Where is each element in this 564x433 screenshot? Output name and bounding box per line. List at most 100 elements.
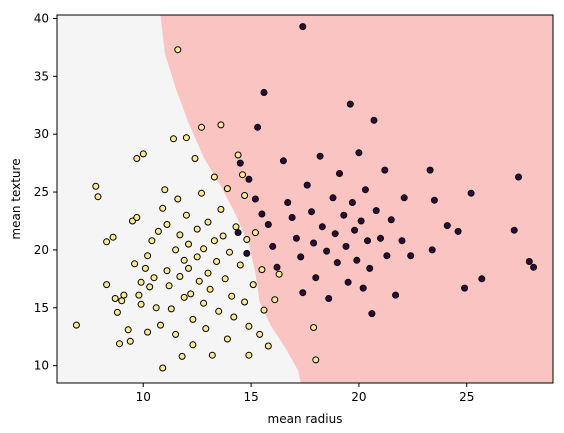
point-series-0	[157, 321, 164, 329]
point-series-0	[176, 231, 184, 239]
decision-regions	[57, 15, 553, 383]
point-series-1	[383, 252, 391, 260]
point-series-0	[103, 238, 111, 246]
point-series-0	[210, 173, 218, 181]
y-tick-label: 20	[34, 243, 49, 257]
point-series-1	[260, 89, 268, 96]
point-series-1	[400, 194, 408, 202]
point-series-1	[292, 234, 300, 242]
point-series-1	[340, 211, 348, 219]
point-series-0	[135, 291, 143, 299]
point-series-1	[357, 217, 365, 225]
point-series-1	[254, 123, 262, 131]
point-series-0	[200, 245, 208, 253]
point-series-1	[348, 199, 356, 206]
point-series-1	[381, 166, 389, 174]
point-series-0	[243, 236, 251, 243]
point-series-0	[251, 229, 259, 237]
point-series-0	[193, 225, 201, 233]
point-series-1	[329, 194, 337, 202]
point-series-1	[297, 253, 305, 261]
point-series-0	[236, 261, 244, 269]
point-series-0	[223, 185, 231, 193]
point-series-1	[344, 278, 352, 286]
point-series-0	[200, 299, 208, 307]
y-tick-label: 25	[34, 185, 49, 199]
point-series-0	[146, 283, 154, 291]
point-series-1	[346, 100, 354, 108]
y-axis-label: mean texture	[9, 158, 23, 239]
point-series-1	[316, 152, 324, 160]
point-series-0	[191, 155, 199, 162]
point-series-1	[510, 226, 518, 234]
point-series-0	[221, 275, 229, 283]
point-series-0	[150, 274, 158, 282]
point-series-1	[325, 295, 333, 302]
point-series-0	[182, 211, 190, 219]
point-series-1	[368, 310, 376, 318]
y-tick-label: 15	[34, 301, 49, 315]
point-series-0	[217, 205, 225, 213]
point-series-1	[251, 195, 259, 203]
point-series-1	[333, 259, 341, 267]
point-series-0	[234, 151, 242, 159]
point-series-1	[299, 23, 307, 31]
point-series-0	[152, 304, 160, 312]
point-series-0	[213, 258, 221, 265]
point-series-0	[187, 290, 195, 298]
point-series-0	[116, 340, 123, 348]
point-series-1	[398, 237, 406, 245]
point-series-1	[243, 249, 251, 257]
point-series-0	[206, 285, 214, 293]
point-series-0	[198, 189, 205, 197]
point-series-0	[126, 337, 134, 345]
y-tick-label: 40	[34, 11, 49, 25]
point-series-1	[310, 239, 318, 247]
x-tick-label: 20	[351, 390, 366, 404]
point-series-1	[234, 229, 242, 237]
point-series-1	[236, 159, 244, 167]
point-series-0	[260, 306, 268, 314]
point-series-0	[172, 246, 180, 254]
point-series-1	[351, 226, 359, 234]
point-series-1	[269, 242, 277, 250]
point-series-0	[163, 267, 171, 275]
point-series-1	[299, 289, 307, 297]
point-series-1	[407, 252, 415, 260]
x-tick-label: 25	[459, 390, 474, 404]
point-series-0	[176, 273, 184, 280]
plot-frame	[56, 14, 554, 384]
data-points	[72, 23, 538, 372]
point-series-1	[355, 149, 363, 157]
point-series-1	[370, 116, 378, 124]
point-series-0	[144, 328, 152, 336]
point-series-0	[165, 282, 173, 290]
point-series-0	[208, 351, 216, 359]
point-series-0	[180, 256, 188, 264]
point-series-1	[303, 181, 311, 189]
point-series-0	[202, 325, 210, 333]
point-series-1	[353, 256, 361, 264]
point-series-1	[426, 166, 434, 174]
point-series-1	[331, 230, 339, 238]
point-series-0	[170, 135, 177, 143]
point-series-0	[228, 292, 236, 300]
x-tick-label: 10	[136, 390, 151, 404]
point-series-1	[387, 216, 395, 224]
point-series-0	[174, 46, 182, 54]
point-series-0	[159, 364, 167, 372]
y-tick-label: 10	[34, 359, 49, 373]
point-series-0	[185, 240, 192, 248]
point-series-0	[230, 313, 238, 321]
point-series-1	[366, 264, 374, 272]
point-series-0	[245, 322, 253, 330]
x-axis-label: mean radius	[268, 412, 343, 426]
point-series-0	[217, 121, 225, 129]
point-series-0	[189, 341, 197, 349]
point-series-1	[361, 186, 369, 194]
point-series-0	[133, 214, 141, 221]
point-series-1	[530, 263, 538, 271]
point-series-0	[271, 296, 279, 304]
point-series-0	[219, 232, 227, 240]
